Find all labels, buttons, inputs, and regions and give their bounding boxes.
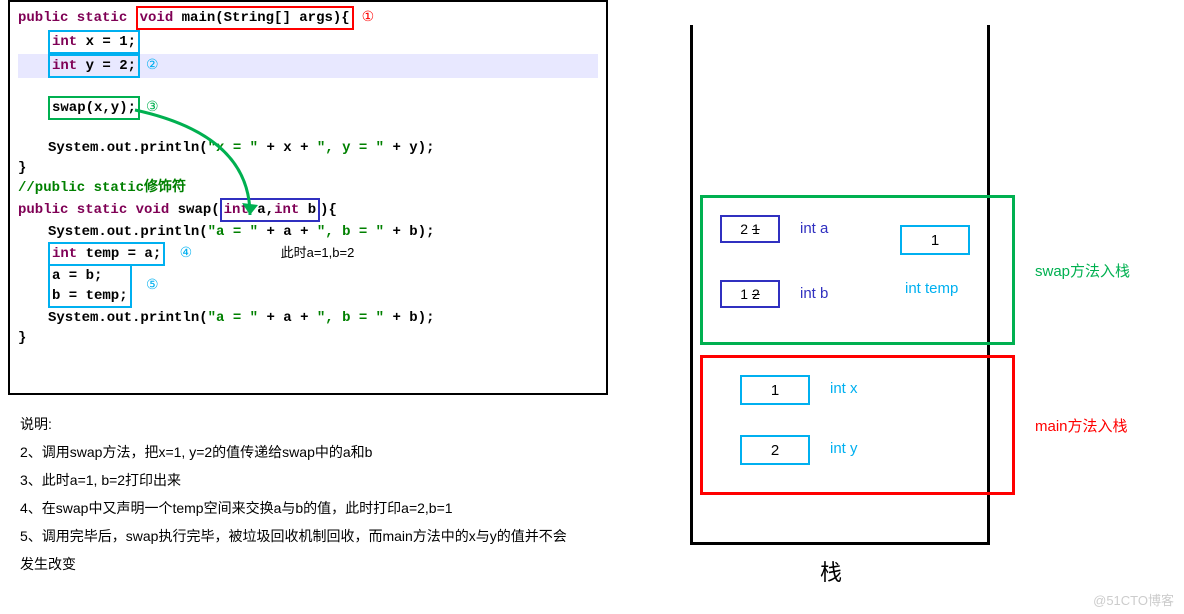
main-side-label: main方法入栈 (1035, 415, 1128, 436)
desc-3: 3、此时a=1, b=2打印出来 (20, 466, 580, 494)
kw-public-static: public static (18, 10, 136, 26)
code-line-4: swap(x,y); ③ (18, 96, 598, 120)
code-line-10: a = b; b = temp; ⑤ (18, 266, 598, 308)
b-value-box: 1 2 (720, 280, 780, 308)
x-value-box: 1 (740, 375, 810, 405)
temp-value-box: 1 (900, 225, 970, 255)
main-signature-box: void main(String[] args){ (136, 6, 354, 30)
desc-2: 2、调用swap方法，把x=1, y=2的值传递给swap中的a和b (20, 438, 580, 466)
swap-side-label: swap方法入栈 (1035, 260, 1130, 281)
description-block: 说明: 2、调用swap方法，把x=1, y=2的值传递给swap中的a和b 3… (20, 410, 580, 578)
desc-5: 5、调用完毕后，swap执行完毕，被垃圾回收机制回收，而main方法中的x与y的… (20, 522, 580, 578)
y-value-box: 2 (740, 435, 810, 465)
circle-2: ② (146, 58, 159, 74)
temp-decl-box: int temp = a; (48, 242, 165, 266)
code-line-12: } (18, 328, 598, 348)
code-line-9: int temp = a; ④ 此时a=1,b=2 (18, 242, 598, 266)
temp-label: int temp (905, 280, 958, 297)
desc-title: 说明: (20, 410, 580, 438)
code-line-1: public static void main(String[] args){ ① (18, 6, 598, 30)
code-line-11: System.out.println("a = " + a + ", b = "… (18, 308, 598, 328)
circle-3: ③ (146, 100, 159, 116)
circle-5: ⑤ (146, 278, 159, 294)
watermark: @51CTO博客 (1093, 590, 1174, 609)
code-line-3: int y = 2; ② (18, 54, 598, 78)
code-line-8: System.out.println("a = " + a + ", b = "… (18, 222, 598, 242)
a-label: int a (800, 220, 828, 237)
circle-4: ④ (180, 246, 193, 262)
a-value-box: 2 1 (720, 215, 780, 243)
code-block: public static void main(String[] args){ ①… (8, 0, 608, 395)
code-line-2: int x = 1; (18, 30, 598, 54)
swap-params-box: int a,int b (220, 198, 320, 222)
code-line-5: System.out.println("x = " + x + ", y = "… (18, 138, 598, 158)
int-y-box: int y = 2; (48, 54, 140, 78)
code-line-6: } (18, 158, 598, 178)
assign-box: a = b; b = temp; (48, 266, 132, 308)
b-label: int b (800, 285, 828, 302)
code-line-7: public static void swap(int a,int b){ (18, 198, 598, 222)
x-label: int x (830, 380, 858, 397)
annotation-4: 此时a=1,b=2 (281, 245, 355, 260)
circle-1: ① (362, 10, 375, 26)
y-label: int y (830, 440, 858, 457)
desc-4: 4、在swap中又声明一个temp空间来交换a与b的值，此时打印a=2,b=1 (20, 494, 580, 522)
stack-title: 栈 (820, 555, 842, 587)
swap-call-box: swap(x,y); (48, 96, 140, 120)
int-x-box: int x = 1; (48, 30, 140, 54)
code-comment: //public static修饰符 (18, 178, 598, 198)
